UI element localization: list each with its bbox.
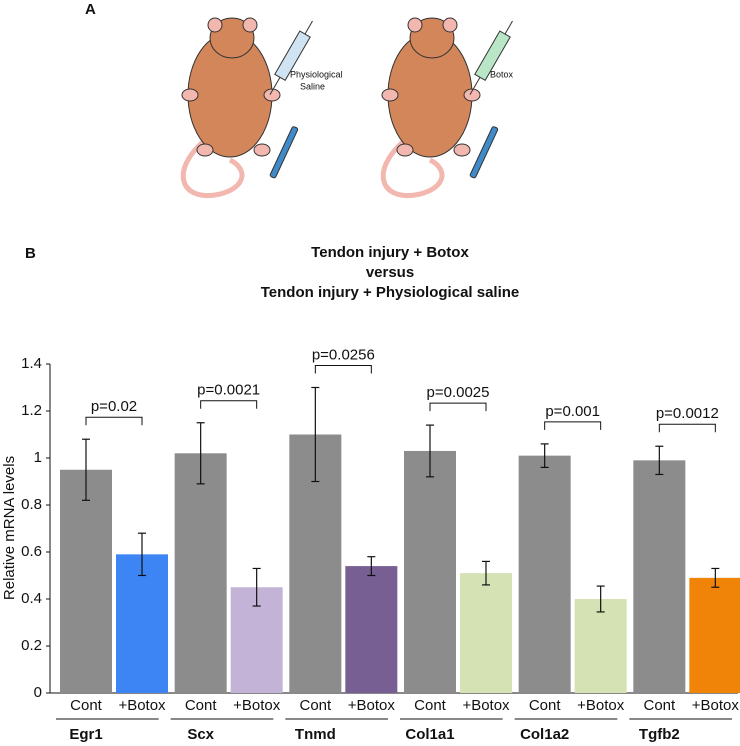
x-tick-label: +Botox	[118, 697, 166, 714]
p-value-label: p=0.001	[545, 403, 600, 420]
syringe-label: Physiological	[290, 69, 343, 79]
group-label: Egr1	[69, 726, 102, 743]
bar	[574, 599, 627, 693]
y-axis-label: Relative mRNA levels	[1, 456, 18, 600]
error-bar	[196, 422, 205, 485]
p-value-label: p=0.02	[91, 398, 137, 415]
x-tick-label: Cont	[299, 697, 332, 714]
significance-bracket	[314, 365, 372, 374]
bar	[633, 460, 686, 693]
x-tick-label: Cont	[414, 697, 447, 714]
group-label: Tgfb2	[639, 726, 680, 743]
y-tick-label: 0.6	[21, 543, 42, 560]
bar	[460, 573, 512, 693]
x-tick-label: +Botox	[692, 697, 740, 714]
error-bar	[311, 386, 320, 483]
significance-bracket	[544, 421, 602, 430]
significance-bracket	[658, 423, 716, 433]
y-tick-label: 1.4	[21, 355, 42, 372]
y-tick-label: 1	[34, 449, 42, 466]
x-tick-label: Cont	[70, 697, 103, 714]
x-tick-label: Cont	[185, 697, 218, 714]
chart-title: Tendon injury + Physiological saline	[261, 284, 520, 301]
error-bar	[138, 532, 146, 577]
mouse-illustration	[180, 17, 313, 199]
x-tick-label: +Botox	[462, 697, 510, 714]
x-tick-label: Cont	[643, 697, 676, 714]
bar	[404, 450, 456, 693]
error-bar	[540, 443, 549, 468]
mouse-illustration	[380, 17, 513, 199]
x-tick-label: +Botox	[233, 697, 281, 714]
syringe-label: Saline	[300, 81, 325, 91]
error-bar	[252, 567, 261, 607]
panel-label: B	[25, 245, 36, 262]
y-tick-label: 0.2	[21, 637, 42, 654]
bar	[518, 455, 571, 693]
x-tick-label: Cont	[529, 697, 562, 714]
error-bar	[596, 585, 605, 613]
p-value-label: p=0.0256	[312, 346, 375, 363]
y-tick-label: 0	[34, 684, 42, 701]
significance-bracket	[429, 402, 487, 412]
p-value-label: p=0.0021	[197, 382, 260, 399]
chart-title: Tendon injury + Botox	[311, 244, 469, 261]
y-tick-label: 1.2	[21, 402, 42, 419]
group-label: Tnmd	[295, 726, 336, 743]
y-tick-label: 0.8	[21, 496, 42, 513]
y-tick-label: 0.4	[21, 590, 42, 607]
chart-title: versus	[366, 264, 414, 281]
error-bar	[711, 567, 720, 588]
significance-bracket	[85, 416, 143, 426]
group-label: Col1a1	[405, 726, 454, 743]
significance-bracket	[200, 400, 258, 409]
bar	[174, 453, 227, 693]
x-tick-label: +Botox	[577, 697, 625, 714]
p-value-label: p=0.0012	[656, 405, 719, 422]
group-label: Scx	[187, 726, 214, 743]
syringe-label: Botox	[490, 69, 514, 79]
error-bar	[655, 445, 664, 476]
error-bar	[82, 438, 90, 501]
error-bar	[367, 556, 376, 577]
group-label: Col1a2	[520, 726, 569, 743]
bar	[60, 469, 112, 693]
p-value-label: p=0.0025	[427, 384, 490, 401]
panel-label: A	[85, 1, 96, 18]
bar	[116, 554, 168, 693]
x-tick-label: +Botox	[348, 697, 396, 714]
bar	[345, 566, 398, 693]
bar	[689, 577, 740, 693]
error-bar	[426, 424, 434, 478]
error-bar	[482, 560, 490, 586]
